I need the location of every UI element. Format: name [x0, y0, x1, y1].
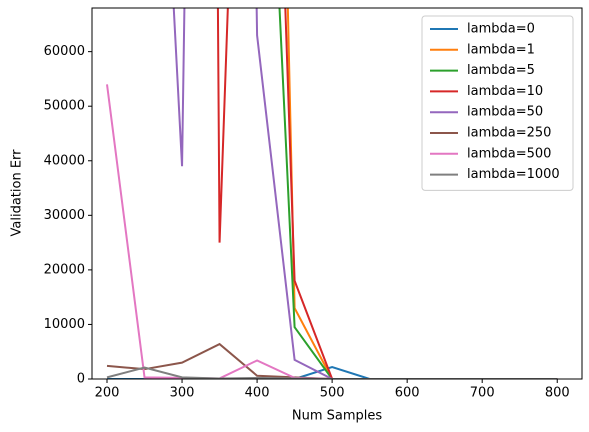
y-tick-label: 40000 — [44, 153, 85, 168]
x-tick-label: 200 — [95, 386, 120, 401]
data-line — [172, 8, 558, 379]
legend-label: lambda=50 — [467, 105, 543, 120]
legend-label: lambda=1 — [467, 42, 535, 57]
axes-frame — [91, 7, 583, 380]
legend-label: lambda=1000 — [467, 167, 560, 182]
legend-label: lambda=0 — [467, 22, 535, 37]
x-axis-label: Num Samples — [292, 409, 383, 424]
x-tick-label: 400 — [245, 386, 270, 401]
data-line — [106, 342, 558, 379]
y-tick-label: 60000 — [44, 44, 85, 59]
x-tick-label: 700 — [470, 386, 495, 401]
legend-label: lambda=5 — [467, 63, 535, 78]
y-tick-label: 0 — [77, 372, 85, 387]
x-tick-label: 500 — [320, 386, 345, 401]
y-axis-label: Validation Err — [10, 149, 25, 237]
data-line — [107, 365, 558, 379]
legend-box — [421, 15, 574, 191]
y-tick-label: 30000 — [44, 208, 85, 223]
y-tick-label: 50000 — [44, 99, 85, 114]
legend-label: lambda=500 — [467, 146, 551, 161]
y-tick-label: 10000 — [44, 317, 85, 332]
y-tick-label: 20000 — [44, 262, 85, 277]
x-tick-label: 800 — [545, 386, 570, 401]
plot-area — [106, 8, 558, 379]
x-tick-label: 600 — [395, 386, 420, 401]
data-line — [106, 366, 558, 379]
legend-label: lambda=250 — [467, 126, 551, 141]
legend-label: lambda=10 — [467, 84, 543, 99]
x-tick-label: 300 — [170, 386, 195, 401]
